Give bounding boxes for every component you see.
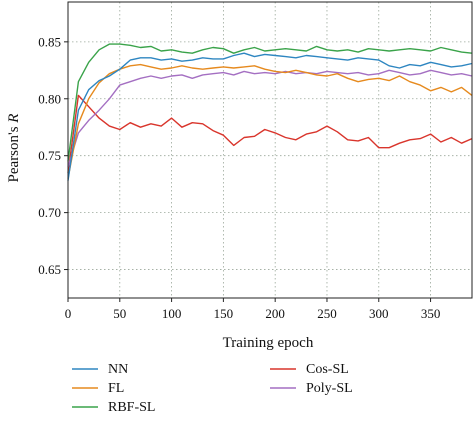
x-tick-label: 350: [421, 306, 441, 321]
y-tick-label: 0.75: [38, 148, 61, 163]
series-line-fl: [67, 63, 473, 179]
plot-frame: [67, 1, 473, 299]
legend-label-nn: NN: [108, 362, 128, 377]
y-tick-label: 0.70: [38, 205, 61, 220]
x-tick-label: 150: [214, 306, 234, 321]
x-tick-label: 250: [317, 306, 337, 321]
x-tick-label: 50: [113, 306, 126, 321]
x-tick-label: 300: [369, 306, 389, 321]
series-line-rbf-sl: [67, 43, 473, 162]
y-tick-label: 0.80: [38, 91, 61, 106]
legend-label-poly-sl: Poly-SL: [306, 381, 353, 396]
y-axis-label: Pearson's R: [6, 114, 22, 183]
x-axis-label: Training epoch: [223, 335, 314, 351]
series-line-poly-sl: [67, 69, 473, 168]
axis-ticks: 0.65 0.70 0.75 0.80 0.85 0 50 100 150 200 250 300 35…: [38, 34, 440, 321]
series-line-nn: [67, 52, 473, 181]
legend-label-rbf-sl: RBF-SL: [108, 400, 155, 415]
legend-label-fl: FL: [108, 381, 124, 396]
legend: NN FL RBF-SL Cos-SL Poly-SL: [72, 362, 353, 415]
legend-label-cos-sl: Cos-SL: [306, 362, 349, 377]
x-tick-label: 0: [65, 306, 72, 321]
grid: [68, 2, 472, 298]
series-lines: [67, 43, 473, 181]
x-tick-label: 200: [265, 306, 285, 321]
y-tick-label: 0.85: [38, 34, 61, 49]
x-tick-label: 100: [162, 306, 182, 321]
series-line-cos-sl: [67, 94, 473, 173]
y-tick-label: 0.65: [38, 262, 61, 277]
